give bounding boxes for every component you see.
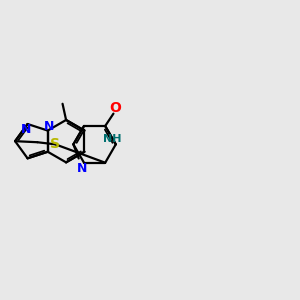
Text: S: S	[50, 137, 60, 151]
Text: N: N	[44, 120, 55, 133]
Text: O: O	[110, 101, 122, 115]
Text: N: N	[21, 123, 31, 136]
Text: N: N	[77, 161, 88, 175]
Text: NH: NH	[103, 134, 122, 144]
